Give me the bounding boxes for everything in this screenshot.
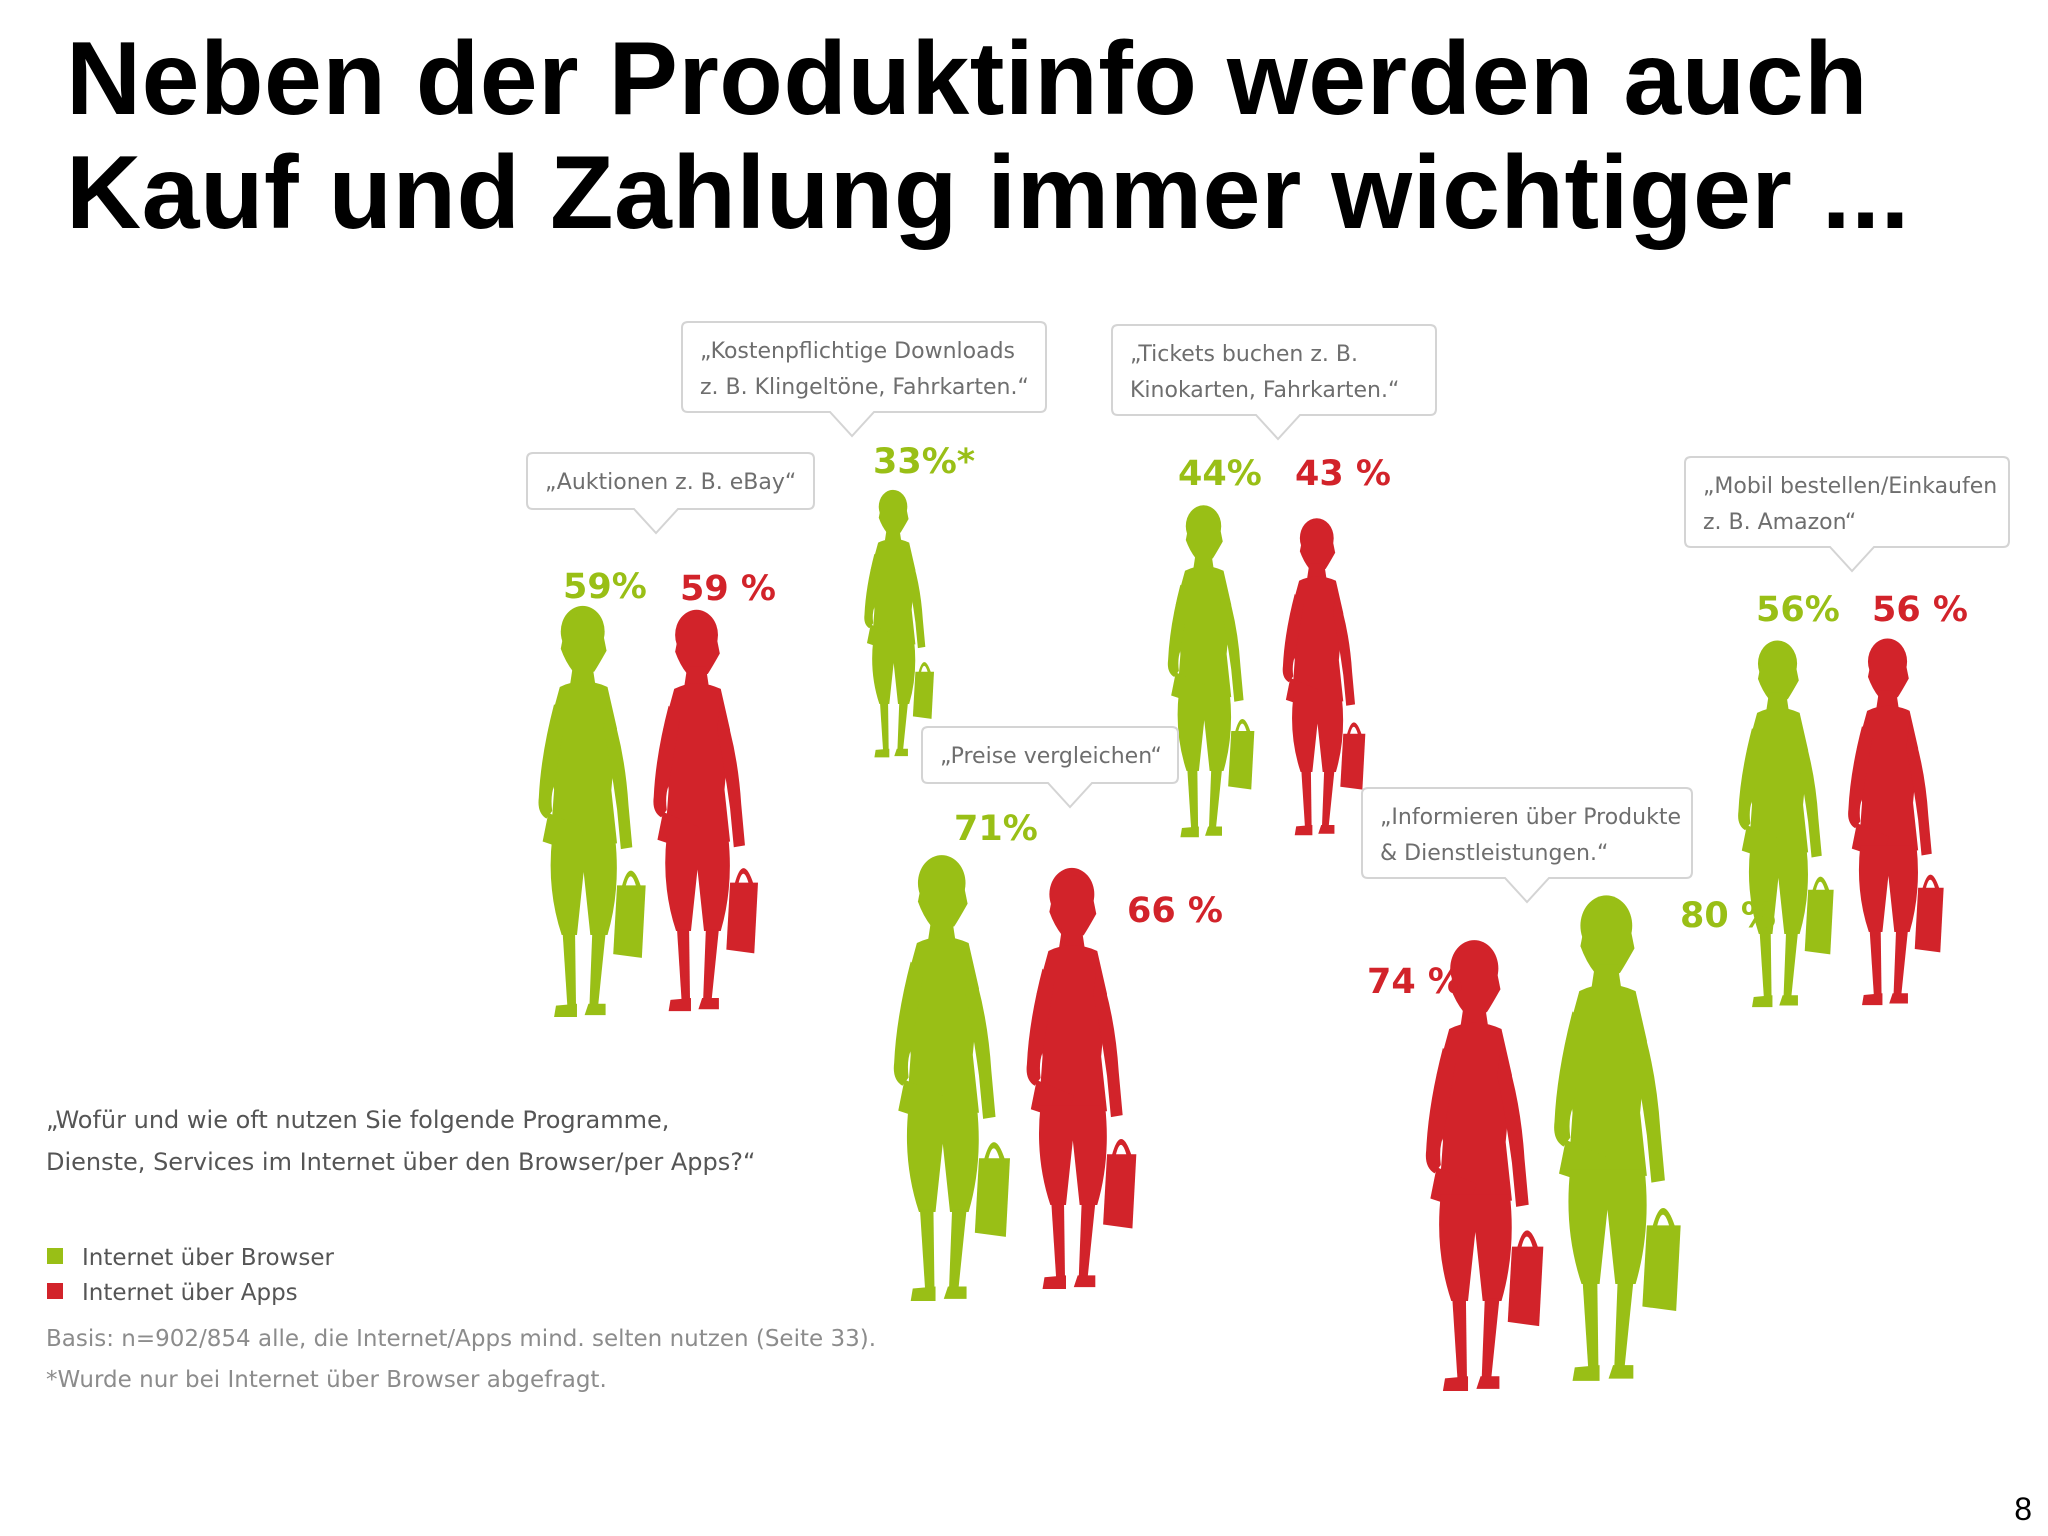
category-label-6-line-2: z. B. Amazon“ <box>1703 510 1856 535</box>
callout-bubble-frame <box>1361 787 1693 904</box>
browser-value-label-2: 33%* <box>873 442 975 482</box>
category-label-4-line-2: Kinokarten, Fahrkarten.“ <box>1130 378 1399 403</box>
browser-value-label-1: 59% <box>563 567 647 607</box>
browser-figure-1 <box>538 605 646 1018</box>
apps-value-label-6: 56 % <box>1872 590 1968 630</box>
bubbles-layer: „Auktionen z. B. eBay“ „Kostenpflichtige … <box>526 321 2010 904</box>
category-label-1-line-1: „Auktionen z. B. eBay“ <box>545 470 796 495</box>
browser-value-label-5: 80 % <box>1680 896 1776 936</box>
callout-bubble: „Informieren über Produkte & Dienstleistu… <box>1361 787 1693 904</box>
apps-figure-1 <box>653 609 758 1012</box>
browser-value-label-3: 71% <box>954 809 1038 849</box>
callout-bubble: „Kostenpflichtige Downloads z. B. Klingel… <box>681 321 1047 438</box>
apps-value-label-4: 43 % <box>1295 454 1391 494</box>
legend-label-browser: Internet über Browser <box>82 1245 334 1271</box>
callout-bubble-frame <box>921 726 1179 809</box>
legend: Internet über Browser Internet über Apps <box>47 1245 334 1306</box>
browser-figure-4 <box>1167 505 1255 838</box>
callout-bubble-frame <box>1684 456 2010 573</box>
apps-value-label-1: 59 % <box>680 569 776 609</box>
apps-figure-3 <box>1026 867 1137 1290</box>
apps-value-label-3: 66 % <box>1127 891 1223 931</box>
category-label-3-line-1: „Preise vergleichen“ <box>940 744 1162 769</box>
browser-figure-5 <box>1554 895 1681 1381</box>
browser-figure-2 <box>864 489 934 758</box>
category-label-2-line-2: z. B. Klingeltöne, Fahrkarten.“ <box>700 375 1029 400</box>
callout-bubble: „Auktionen z. B. eBay“ <box>526 452 815 535</box>
callout-bubble-frame <box>681 321 1047 438</box>
legend-swatch-browser <box>47 1248 63 1264</box>
apps-figure-5 <box>1425 940 1544 1391</box>
browser-value-label-6: 56% <box>1756 590 1840 630</box>
asterisk-note: *Wurde nur bei Internet über Browser abg… <box>46 1367 607 1393</box>
question-line-1: „Wofür und wie oft nutzen Sie folgende P… <box>46 1106 669 1134</box>
apps-figure-6 <box>1848 638 1944 1006</box>
figures-layer <box>538 489 1944 1391</box>
category-label-5-line-1: „Informieren über Produkte <box>1380 805 1681 830</box>
category-label-2-line-1: „Kostenpflichtige Downloads <box>700 339 1015 364</box>
callout-bubble: „Mobil bestellen/Einkaufen z. B. Amazon“ <box>1684 456 2010 573</box>
question-line-2: Dienste, Services im Internet über den B… <box>46 1148 755 1176</box>
page-number: 8 <box>2014 1491 2032 1527</box>
category-label-4-line-1: „Tickets buchen z. B. <box>1130 342 1358 367</box>
callout-bubble: „Preise vergleichen“ <box>921 726 1179 809</box>
slide-title: Neben der Produktinfo werden auch Kauf u… <box>66 21 1910 251</box>
apps-value-label-5: 74 % <box>1367 962 1463 1002</box>
legend-label-apps: Internet über Apps <box>82 1280 298 1306</box>
browser-figure-3 <box>893 855 1010 1301</box>
browser-value-label-4: 44% <box>1178 454 1262 494</box>
category-label-5-line-2: & Dienstleistungen.“ <box>1380 841 1608 866</box>
basis-note: Basis: n=902/854 alle, die Internet/Apps… <box>46 1326 876 1352</box>
category-label-6-line-1: „Mobil bestellen/Einkaufen <box>1703 474 1997 499</box>
legend-swatch-apps <box>47 1283 63 1299</box>
browser-figure-6 <box>1738 640 1834 1008</box>
callout-bubble-frame <box>526 452 815 535</box>
callout-bubble-frame <box>1111 324 1437 441</box>
callout-bubble: „Tickets buchen z. B. Kinokarten, Fahrkar… <box>1111 324 1437 441</box>
apps-figure-4 <box>1282 518 1366 836</box>
labels-layer: 59% 59 % 33%* 71% 66 % 44% 43 % 80 % 74 % 56% 56 % <box>563 442 1968 1002</box>
